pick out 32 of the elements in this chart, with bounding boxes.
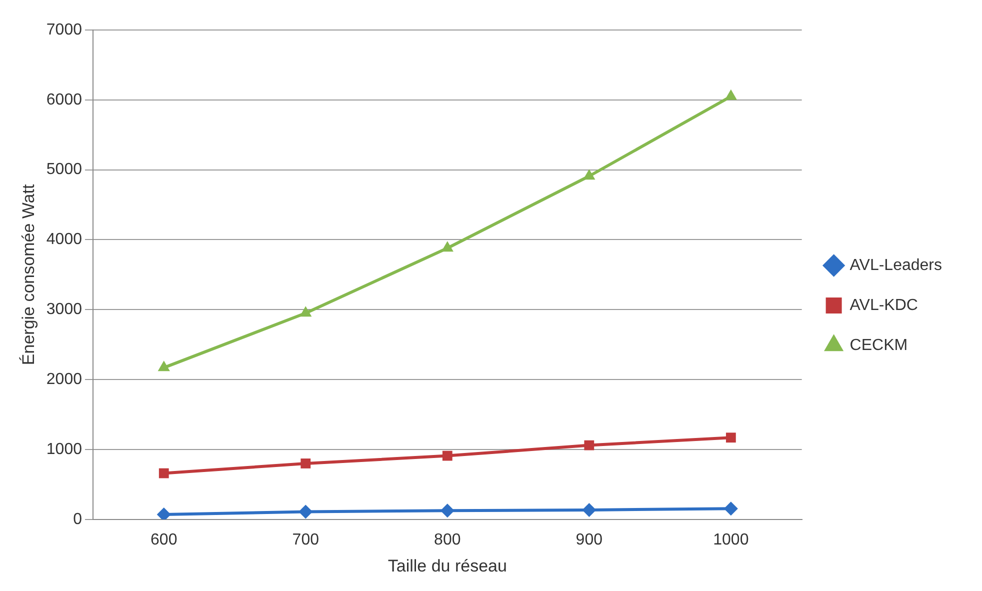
point (724, 502, 738, 516)
point (441, 241, 454, 252)
x-tick-label: 700 (292, 531, 320, 548)
legend-label: AVL-KDC (850, 296, 918, 314)
x-tick-label: 800 (434, 531, 461, 548)
y-axis-title: Énergie consomée Watt (18, 184, 38, 366)
y-tick-label: 6000 (46, 91, 82, 108)
point (440, 504, 454, 518)
point (724, 89, 737, 100)
x-tick-label: 1000 (713, 531, 749, 548)
point (158, 360, 170, 372)
y-tick-label: 4000 (46, 231, 82, 248)
x-tick-label: 900 (576, 531, 603, 548)
point (583, 169, 596, 180)
point (442, 450, 452, 461)
point (726, 432, 736, 443)
x-axis-title: Taille du réseau (388, 556, 507, 576)
y-tick-label: 7000 (46, 21, 82, 38)
point (158, 468, 169, 478)
y-tick-label: 3000 (46, 301, 82, 318)
point (298, 504, 313, 519)
y-tick-label: 1000 (46, 440, 82, 458)
point (300, 458, 311, 468)
point (584, 440, 594, 450)
y-tick-label: 5000 (46, 161, 82, 178)
point (300, 306, 312, 317)
point (582, 502, 596, 517)
y-tick-label: 0 (73, 510, 82, 528)
x-tick-label: 600 (150, 531, 178, 548)
legend-label: AVL-Leaders (850, 256, 942, 274)
y-tick-label: 2000 (46, 370, 82, 388)
legend-label: CECKM (850, 336, 908, 354)
